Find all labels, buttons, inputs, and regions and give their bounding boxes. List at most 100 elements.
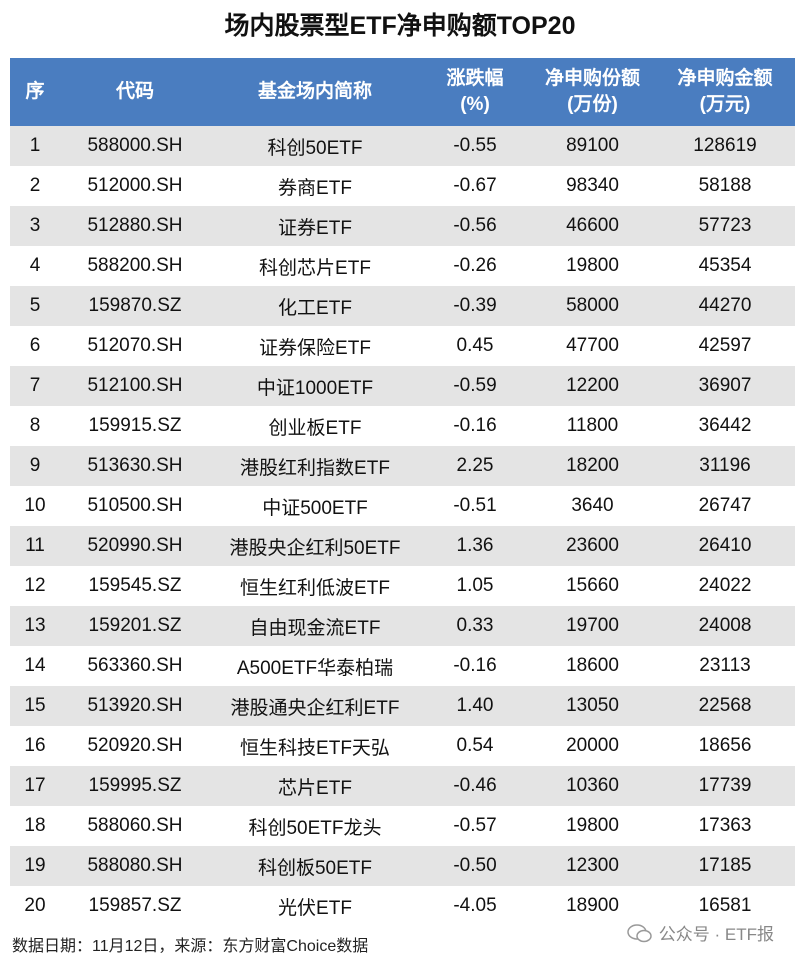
table-cell: 512100.SH bbox=[60, 366, 210, 406]
table-cell: 1.40 bbox=[420, 686, 530, 726]
table-row: 18 588060.SH 科创50ETF龙头 -0.57 19800 17363 bbox=[10, 806, 795, 846]
table-row: 13 159201.SZ 自由现金流ETF 0.33 19700 24008 bbox=[10, 606, 795, 646]
table-cell: 46600 bbox=[530, 206, 655, 246]
table-cell: 47700 bbox=[566, 335, 619, 356]
table-cell: 23113 bbox=[699, 655, 751, 676]
table-cell: -0.59 bbox=[420, 366, 530, 406]
table-row: 12 159545.SZ 恒生红利低波ETF 1.05 15660 24022 bbox=[10, 566, 795, 606]
table-cell: 18200 bbox=[530, 446, 655, 486]
table-cell: 520920.SH bbox=[87, 735, 183, 756]
table-cell: 20 bbox=[24, 895, 46, 916]
table-cell: 57723 bbox=[655, 206, 795, 246]
table-row: 3 512880.SH 证券ETF -0.56 46600 57723 bbox=[10, 206, 795, 246]
header-text: (万份) bbox=[567, 94, 618, 115]
table-cell: 0.45 bbox=[456, 335, 494, 356]
table-cell: 12 bbox=[24, 575, 46, 596]
table-cell: 2 bbox=[29, 175, 41, 196]
table-cell: 5 bbox=[10, 286, 60, 326]
table-cell: 159201.SZ bbox=[60, 606, 210, 646]
table-cell: 588200.SH bbox=[87, 255, 183, 276]
table-cell: 23600 bbox=[530, 526, 655, 566]
header-row: 序 代码 基金场内简称 涨跌幅 (%) 净申购份额 (万份) 净申购金额 (万元) bbox=[10, 58, 795, 126]
table-cell: 13050 bbox=[530, 686, 655, 726]
table-cell: 159995.SZ bbox=[60, 766, 210, 806]
table-cell: 12200 bbox=[530, 366, 655, 406]
table-cell: 510500.SH bbox=[87, 495, 183, 516]
source-note: 数据日期：11月12日，来源：东方财富Choice数据 bbox=[12, 938, 369, 955]
header-text: 序 bbox=[25, 81, 45, 102]
table-cell: -0.46 bbox=[420, 766, 530, 806]
table-cell: 化工ETF bbox=[210, 286, 420, 326]
table-row: 5 159870.SZ 化工ETF -0.39 58000 44270 bbox=[10, 286, 795, 326]
table-cell: 1 bbox=[10, 126, 60, 166]
table-cell: 中证1000ETF bbox=[210, 366, 420, 406]
table: 序 代码 基金场内简称 涨跌幅 (%) 净申购份额 (万份) 净申购金额 (万元) 1 58800… bbox=[10, 58, 795, 926]
title: 场内股票型ETF净申购额TOP20 bbox=[224, 12, 576, 40]
table-cell: 15 bbox=[10, 686, 60, 726]
table-cell: 光伏ETF bbox=[278, 897, 352, 919]
table-cell: 港股红利指数ETF bbox=[210, 446, 420, 486]
watermark-text: 公众号 · ETF报 bbox=[658, 925, 774, 944]
table-cell: 3640 bbox=[571, 495, 614, 516]
header-cell: 基金场内简称 bbox=[210, 58, 420, 126]
table-row: 20 159857.SZ 光伏ETF -4.05 18900 16581 bbox=[10, 886, 795, 926]
table-cell: 17 bbox=[10, 766, 60, 806]
table-cell: 89100 bbox=[530, 126, 655, 166]
header-cell: 序 bbox=[10, 58, 60, 126]
table-cell: 创业板ETF bbox=[268, 417, 362, 439]
table-cell: 9 bbox=[10, 446, 60, 486]
table-row: 8 159915.SZ 创业板ETF -0.16 11800 36442 bbox=[10, 406, 795, 446]
table-cell: -0.50 bbox=[420, 846, 530, 886]
table-cell: 4 bbox=[29, 255, 41, 276]
table-cell: 券商ETF bbox=[278, 177, 352, 199]
table-cell: 18 bbox=[24, 815, 46, 836]
table-cell: -0.57 bbox=[453, 815, 497, 836]
table-cell: 14 bbox=[24, 655, 46, 676]
table-cell: 12300 bbox=[530, 846, 655, 886]
header-text: (万元) bbox=[699, 94, 751, 115]
table-cell: 36907 bbox=[655, 366, 795, 406]
table-cell: 31196 bbox=[655, 446, 795, 486]
header-text: (%) bbox=[460, 94, 490, 115]
table-cell: 513630.SH bbox=[60, 446, 210, 486]
table-row: 14 563360.SH A500ETF华泰柏瑞 -0.16 18600 23113 bbox=[10, 646, 795, 686]
table-cell: 58000 bbox=[530, 286, 655, 326]
header-text: 净申购金额 bbox=[677, 68, 773, 89]
table-cell: 18600 bbox=[566, 655, 619, 676]
table-cell: 17363 bbox=[698, 815, 752, 836]
table-cell: 7 bbox=[10, 366, 60, 406]
table-cell: 520990.SH bbox=[60, 526, 210, 566]
table-cell: 港股央企红利50ETF bbox=[210, 526, 420, 566]
table-cell: -0.16 bbox=[453, 415, 497, 436]
table-body: 1 588000.SH 科创50ETF -0.55 89100 128619 2 512000… bbox=[10, 126, 795, 926]
table-row: 19 588080.SH 科创板50ETF -0.50 12300 17185 bbox=[10, 846, 795, 886]
table-row: 6 512070.SH 证券保险ETF 0.45 47700 42597 bbox=[10, 326, 795, 366]
table-cell: 17739 bbox=[655, 766, 795, 806]
table-cell: 科创50ETF龙头 bbox=[248, 817, 382, 839]
table-cell: 26410 bbox=[655, 526, 795, 566]
table-cell: 17185 bbox=[655, 846, 795, 886]
table-cell: 512880.SH bbox=[60, 206, 210, 246]
table-cell: 159545.SZ bbox=[88, 575, 182, 596]
table-cell: -0.56 bbox=[420, 206, 530, 246]
table-cell: 45354 bbox=[698, 255, 752, 276]
table-cell: A500ETF华泰柏瑞 bbox=[236, 657, 394, 679]
table-cell: 159857.SZ bbox=[88, 895, 182, 916]
table-cell: -0.67 bbox=[453, 175, 497, 196]
header-cell: 涨跌幅 (%) bbox=[420, 58, 530, 126]
table-cell: 3 bbox=[10, 206, 60, 246]
table-cell: 36442 bbox=[698, 415, 752, 436]
table-cell: -4.05 bbox=[453, 895, 497, 916]
table-cell: 科创板50ETF bbox=[210, 846, 420, 886]
table-cell: 19800 bbox=[566, 255, 619, 276]
table-cell: 512070.SH bbox=[87, 335, 183, 356]
table-cell: 16 bbox=[24, 735, 46, 756]
table-row: 11 520990.SH 港股央企红利50ETF 1.36 23600 26410 bbox=[10, 526, 795, 566]
table-cell: 6 bbox=[29, 335, 41, 356]
table-cell: 98340 bbox=[566, 175, 619, 196]
table-cell: 10 bbox=[24, 495, 46, 516]
table-cell: 恒生科技ETF天弘 bbox=[240, 737, 390, 759]
table-row: 2 512000.SH 券商ETF -0.67 98340 58188 bbox=[10, 166, 795, 206]
table-cell: 20000 bbox=[566, 735, 619, 756]
table-cell: 1.36 bbox=[420, 526, 530, 566]
